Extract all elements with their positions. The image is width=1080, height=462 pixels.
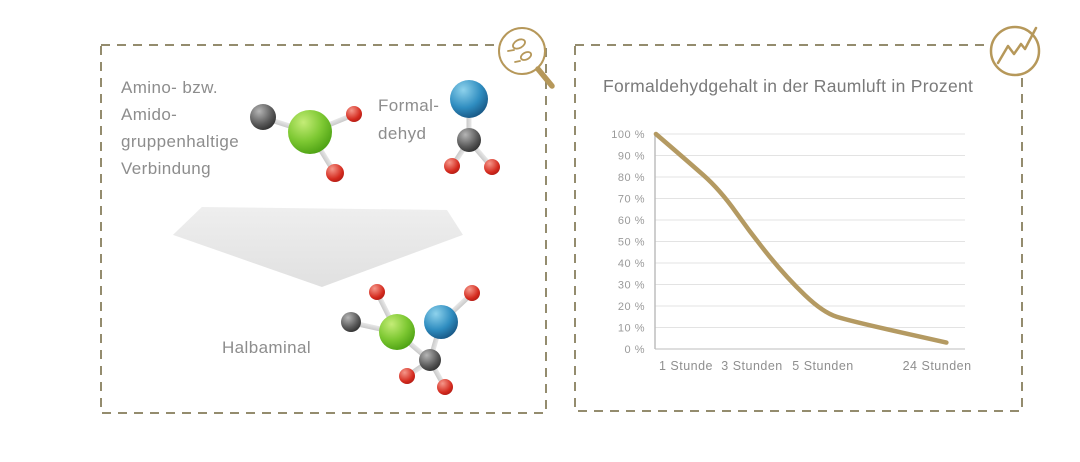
atom-blue-sphere [450,80,488,118]
x-tick-label: 3 Stunden [721,359,783,373]
y-tick-label: 100 % [611,129,645,141]
chart-title: Formaldehydgehalt in der Raumluft in Pro… [603,76,974,96]
atom-red-sphere [346,106,362,122]
atom-red-sphere [326,164,344,182]
atom-blue-sphere [424,305,458,339]
y-tick-label: 20 % [618,301,645,313]
y-tick-label: 30 % [618,280,645,292]
atom-black-sphere [419,349,441,371]
formaldehyde-label: Formal- dehyd [378,96,440,143]
atom-red-sphere [369,284,385,300]
x-tick-label: 1 Stunde [659,359,713,373]
y-tick-label: 80 % [618,172,645,184]
y-tick-label: 60 % [618,215,645,227]
x-tick-label: 5 Stunden [792,359,854,373]
y-tick-label: 0 % [625,344,645,356]
y-tick-label: 10 % [618,323,645,335]
atom-black-sphere [341,312,361,332]
reactant-label: Amino- bzw. Amido- gruppenhaltige Verbin… [121,78,240,178]
atom-red-sphere [464,285,480,301]
molecule-magnifier-icon [498,27,555,89]
decay-line-series [653,131,949,345]
atom-red-sphere [399,368,415,384]
atom-green-sphere [288,110,332,154]
reaction-arrow-down [172,207,463,288]
y-tick-label: 90 % [618,151,645,163]
y-tick-label: 50 % [618,237,645,249]
atom-black-sphere [457,128,481,152]
atom-black-sphere [250,104,276,130]
atom-red-sphere [437,379,453,395]
atom-red-sphere [444,158,460,174]
y-tick-label: 40 % [618,258,645,270]
product-label: Halbaminal [222,338,312,357]
trend-line-icon [989,25,1041,77]
x-tick-label: 24 Stunden [903,359,972,373]
formaldehyde-decay-chart: 100 % 90 % 80 % 70 % 60 % 50 % 40 % 30 % 20 % 10 … [611,129,972,373]
y-tick-label: 70 % [618,194,645,206]
atom-green-sphere [379,314,415,350]
atom-red-sphere [484,159,500,175]
